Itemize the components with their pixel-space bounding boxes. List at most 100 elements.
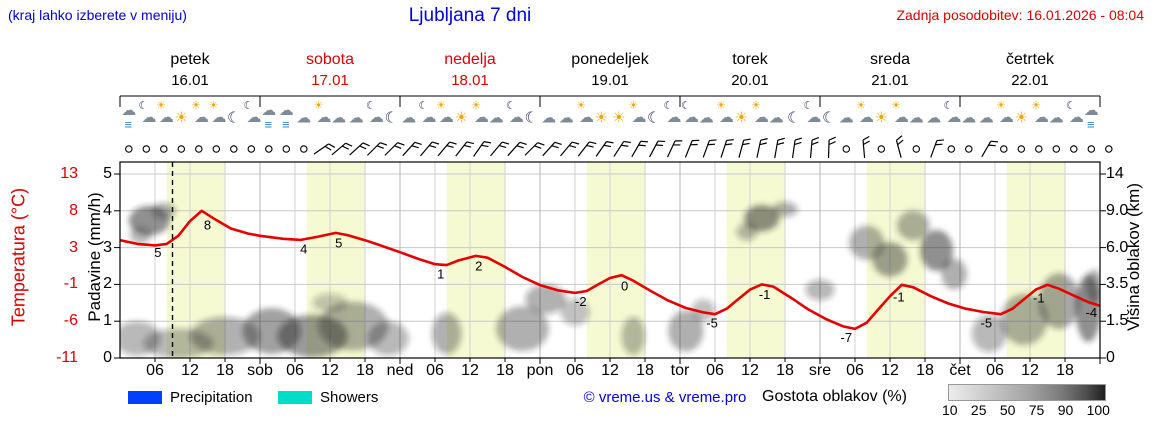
- credit-link[interactable]: © vreme.us & vreme.pro: [583, 389, 747, 406]
- x-hour-label: 12: [741, 362, 759, 379]
- weather-icon-moon: ☾: [787, 109, 801, 127]
- temp-axis-tick: -6: [63, 312, 78, 330]
- day-header-row: petek 16.01 sobota 17.01 nedelja 18.01 ponedel…: [120, 50, 1100, 90]
- x-day-label: tor: [670, 362, 690, 379]
- weather-icon-cloud: ☁: [978, 109, 994, 127]
- last-updated: Zadnja posodobitev: 16.01.2026 - 08:04: [896, 7, 1144, 23]
- weather-icon-moon-cloud: ☾ ☁: [138, 100, 157, 126]
- wind-barb-icon: [577, 141, 597, 157]
- x-hour-label: 12: [461, 362, 479, 379]
- precip-axis-tick: 4: [103, 201, 112, 219]
- wind-barb-icon: [862, 135, 870, 159]
- wind-barb-icon: [666, 140, 683, 158]
- weather-icon-moon: ☾: [227, 109, 241, 127]
- weather-icon-cloud: ☁: [541, 109, 557, 127]
- wind-calm-icon: [195, 145, 203, 153]
- weather-icon-sun: ☀: [594, 109, 608, 127]
- weather-icon-cloud: ☁: [331, 109, 347, 127]
- wind-barb-icon: [331, 142, 353, 156]
- cloud-density-scale: [948, 384, 1106, 401]
- temp-value-label: 0: [621, 279, 628, 294]
- temp-value-label: 5: [335, 235, 342, 250]
- weather-icon-sun-cloud: ☀ ☁: [628, 100, 647, 126]
- weather-icon-cloud: ☁: [698, 109, 714, 127]
- wind-barb-icon: [490, 141, 510, 157]
- wind-barb-icon: [720, 139, 734, 158]
- temp-value-label: -7: [841, 330, 853, 345]
- weather-icon-moon-cloud: ☾ ☁: [1066, 100, 1084, 126]
- temperature-curve: [120, 209, 1100, 331]
- location-hint: (kraj lahko izberete v meniju): [8, 7, 187, 23]
- temp-axis-tick: -1: [63, 275, 78, 293]
- day-header: torek 20.01: [731, 51, 769, 89]
- x-hour-label: 12: [321, 362, 339, 379]
- cloud-axis-tick: 6.0: [1106, 238, 1129, 256]
- daylight-band: [726, 162, 785, 358]
- weather-icon-moon: ☾: [384, 109, 398, 127]
- weather-icon-cloud: ☁: [1048, 109, 1064, 127]
- weather-icon-sun: ☀: [612, 109, 626, 127]
- weather-icon-fog: ☁ ≡: [121, 102, 137, 132]
- weather-icon-moon: ☾: [524, 109, 538, 127]
- weather-icon-sun-cloud: ☀ ☁: [891, 100, 909, 126]
- day-header: ponedeljek 19.01: [571, 51, 649, 89]
- weather-icon-sun-cloud: ☀ ☁: [471, 100, 489, 126]
- x-hour-label: 12: [181, 362, 199, 379]
- temp-value-label: -5: [981, 315, 993, 330]
- precipitation-legend-label: Precipitation: [170, 389, 253, 406]
- page-title: Ljubljana 7 dni: [408, 5, 532, 26]
- wind-calm-icon: [177, 145, 186, 153]
- precip-axis-tick: 3: [103, 238, 112, 256]
- day-header: petek 16.01: [170, 51, 210, 89]
- weather-icon-sun-cloud: ☀ ☁: [208, 100, 227, 126]
- cloud-density-ticks: 10 25 50 75 90 100: [942, 402, 1110, 418]
- weather-icon-cloud: ☁: [401, 109, 417, 127]
- weather-icon-sun-cloud: ☀ ☁: [856, 100, 874, 126]
- x-hour-label: 06: [566, 362, 584, 379]
- weather-icon-moon-cloud: ☾ ☁: [366, 100, 384, 126]
- temp-axis-tick: 8: [69, 201, 78, 219]
- weather-icon-cloud: ☁: [908, 109, 924, 127]
- wind-barb-icon: [437, 141, 457, 157]
- wind-barb-icon: [420, 141, 440, 157]
- wind-calm-icon: [1070, 145, 1078, 153]
- temp-value-label: -4: [1086, 305, 1098, 320]
- x-day-label: sre: [808, 362, 832, 379]
- temp-axis-tick: 13: [60, 165, 78, 182]
- wind-calm-icon: [300, 145, 308, 153]
- temp-axis-tick: -11: [56, 349, 78, 366]
- weather-icon-cloud: ☁: [488, 109, 504, 127]
- weather-icon-moon: ☾: [647, 109, 661, 127]
- x-hour-label: 18: [916, 362, 934, 379]
- wind-barb-icon: [507, 141, 527, 157]
- weather-icon-sun-cloud: ☀ ☁: [313, 100, 332, 126]
- x-hour-label: 12: [1021, 362, 1039, 379]
- precip-axis-tick: 2: [103, 275, 112, 293]
- weather-icon-sun-cloud: ☀ ☁: [716, 100, 734, 126]
- wind-barb-icon: [756, 138, 768, 158]
- wind-barb-icon: [402, 141, 422, 157]
- showers-legend-swatch: [278, 391, 312, 404]
- wind-calm-icon: [1087, 145, 1096, 153]
- weather-icon-cloud: ☁: [296, 109, 312, 127]
- day-header: nedelja 18.01: [444, 51, 496, 89]
- weather-icon-moon-cloud: ☾ ☁: [418, 100, 437, 126]
- wind-barb-icon: [684, 139, 700, 158]
- x-hour-label: 18: [496, 362, 514, 379]
- weather-icon-cloud: ☁: [926, 109, 942, 127]
- wind-calm-icon: [1000, 145, 1008, 153]
- weather-icon-sun: ☀: [734, 109, 748, 127]
- x-day-label: pon: [526, 362, 554, 379]
- weather-icon-moon: ☾: [822, 109, 836, 127]
- weather-icon-sun: ☀: [174, 109, 188, 127]
- weather-icon-sun-cloud: ☀ ☁: [1031, 100, 1049, 126]
- x-hour-label: 06: [146, 362, 164, 379]
- wind-barb-icon: [791, 137, 803, 158]
- wind-barb-icon: [895, 135, 904, 158]
- weather-icon-cloud: ☁: [961, 109, 977, 127]
- weather-icon-fog: ☁ ≡: [1083, 102, 1099, 132]
- precip-axis-tick: 5: [103, 165, 112, 182]
- x-hour-label: 18: [776, 362, 794, 379]
- weather-icon-fog: ☁ ≡: [278, 102, 294, 132]
- wind-barb-icon: [738, 138, 751, 158]
